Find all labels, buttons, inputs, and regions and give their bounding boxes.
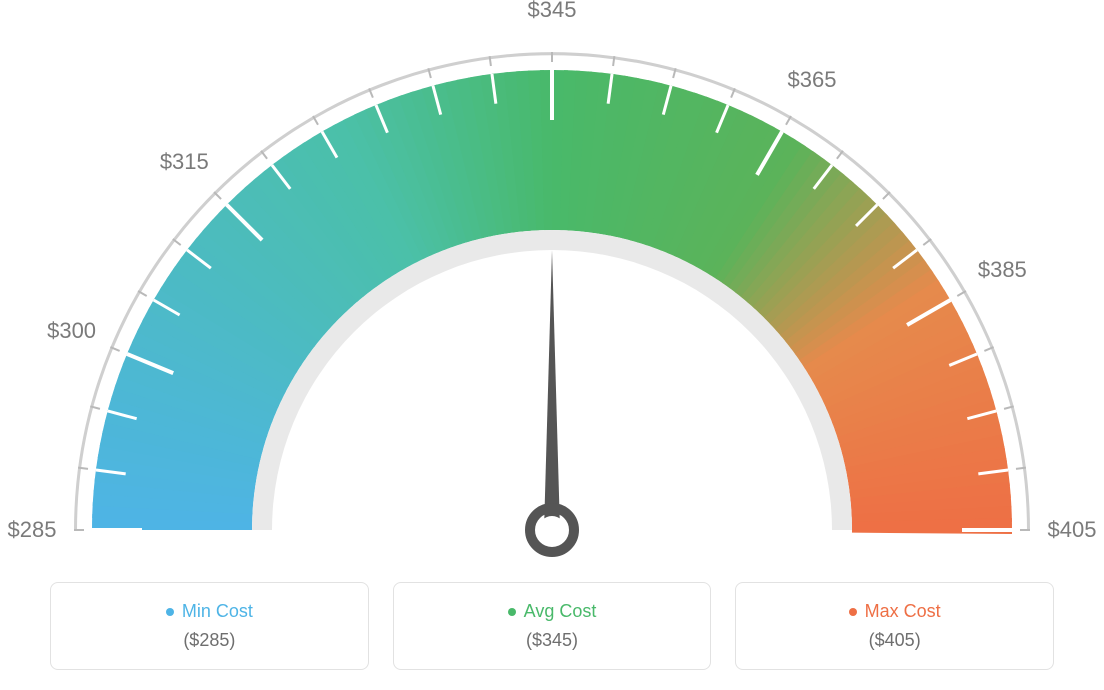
legend-label-max: Max Cost (865, 601, 941, 622)
legend-top: Max Cost (849, 601, 941, 622)
gauge-tick-label: $385 (978, 257, 1027, 283)
gauge-tick-label: $405 (1048, 517, 1097, 543)
gauge-tick-label: $285 (8, 517, 57, 543)
dot-icon (849, 608, 857, 616)
dot-icon (508, 608, 516, 616)
gauge-tick-label: $345 (528, 0, 577, 23)
gauge-tick-label: $315 (160, 149, 209, 175)
legend-label-avg: Avg Cost (524, 601, 597, 622)
legend-row: Min Cost ($285) Avg Cost ($345) Max Cost… (50, 582, 1054, 670)
legend-card-max: Max Cost ($405) (735, 582, 1054, 670)
gauge-chart: $285 $300 $315 $345 $365 $385 $405 (0, 0, 1104, 570)
dot-icon (166, 608, 174, 616)
legend-value-max: ($405) (869, 630, 921, 651)
gauge-tick-label: $300 (47, 318, 96, 344)
legend-top: Avg Cost (508, 601, 597, 622)
legend-top: Min Cost (166, 601, 253, 622)
legend-card-avg: Avg Cost ($345) (393, 582, 712, 670)
legend-label-min: Min Cost (182, 601, 253, 622)
legend-value-avg: ($345) (526, 630, 578, 651)
gauge-svg (0, 0, 1104, 570)
legend-value-min: ($285) (183, 630, 235, 651)
gauge-tick-label: $365 (788, 67, 837, 93)
legend-card-min: Min Cost ($285) (50, 582, 369, 670)
